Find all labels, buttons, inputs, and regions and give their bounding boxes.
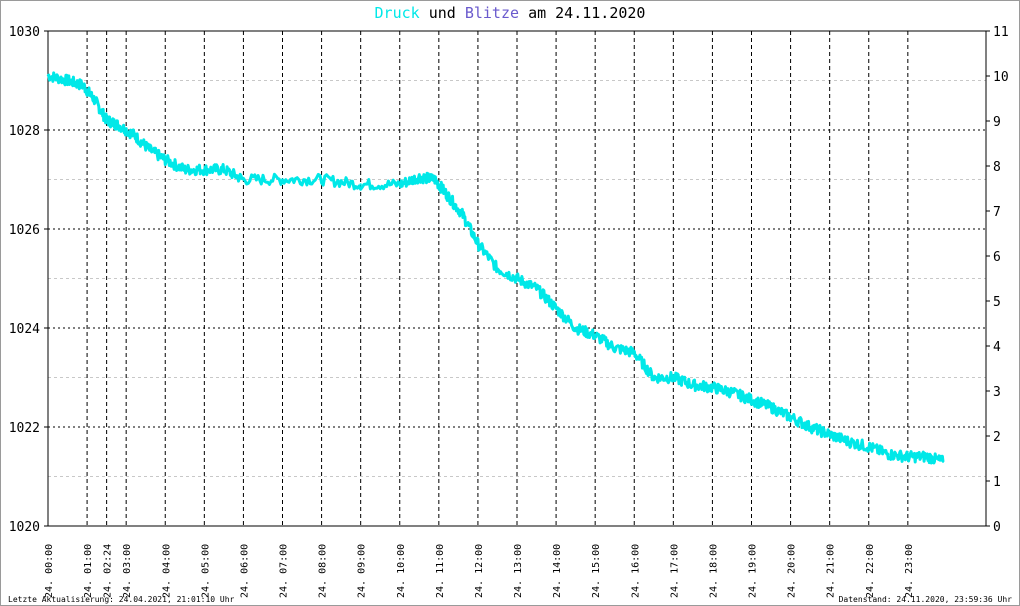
y-left-tick-label: 1026 [9, 223, 40, 238]
x-tick-label: 24. 04:00 [161, 544, 172, 598]
data-point-druck [359, 183, 362, 186]
x-tick-label: 24. 11:00 [435, 544, 446, 598]
title-date: am 24.11.2020 [528, 4, 646, 22]
data-point-druck [148, 148, 151, 151]
y-right-tick-label: 9 [993, 115, 1001, 130]
y-right-tick-label: 3 [993, 385, 1001, 400]
data-point-druck [496, 267, 499, 270]
data-point-druck [105, 118, 108, 122]
y-left-tick-label: 1022 [9, 421, 40, 436]
data-point-druck [867, 445, 870, 448]
plot-border [47, 30, 987, 527]
y-left-tick-label: 1030 [9, 25, 40, 40]
y-left-tick-label: 1024 [9, 322, 40, 337]
data-point-druck [461, 212, 464, 216]
x-tick-label: 24. 12:00 [474, 544, 485, 598]
title-und: und [428, 4, 456, 22]
data-point-druck [418, 175, 421, 179]
y-right-tick-label: 8 [993, 160, 1001, 175]
y-right-tick-label: 10 [993, 70, 1009, 85]
data-point-druck [164, 158, 167, 161]
y-right-tick-label: 6 [993, 250, 1001, 265]
y-right-tick-label: 11 [993, 25, 1009, 40]
x-tick-label: 24. 02:24 [103, 544, 114, 598]
data-point-druck [574, 326, 577, 330]
x-tick-label: 24. 06:00 [239, 544, 250, 598]
data-point-druck [652, 376, 655, 379]
data-point-druck [711, 386, 714, 389]
data-point-druck [320, 178, 323, 181]
data-point-druck [132, 133, 136, 137]
data-point-druck [445, 193, 448, 196]
y-right-tick-label: 4 [993, 340, 1001, 355]
data-point-druck [769, 406, 773, 409]
title-druck: Druck [374, 4, 420, 22]
x-tick-label: 24. 10:00 [396, 544, 407, 598]
x-tick-label: 24. 09:00 [357, 544, 368, 598]
data-point-druck [848, 440, 851, 444]
x-tick-label: 24. 01:00 [83, 544, 94, 598]
data-point-druck [593, 334, 597, 337]
data-point-druck [750, 398, 753, 401]
y-right-tick-label: 2 [993, 430, 1001, 445]
data-point-druck [828, 433, 831, 436]
data-point-druck [66, 79, 69, 82]
data-point-druck [887, 453, 890, 456]
data-point-druck [81, 84, 85, 87]
data-point-druck [633, 351, 636, 354]
x-tick-label: 24. 13:00 [513, 544, 524, 598]
data-point-druck [281, 178, 284, 181]
x-tick-label: 24. 19:00 [748, 544, 759, 598]
data-point-druck [941, 460, 945, 463]
data-point-druck [906, 455, 910, 458]
data-point-druck [203, 168, 206, 171]
x-tick-label: 24. 00:00 [44, 544, 55, 598]
data-point-druck [222, 168, 226, 171]
title-blitze: Blitze [464, 4, 520, 22]
data-point-druck [672, 376, 675, 379]
x-tick-label: 24. 16:00 [630, 544, 641, 598]
x-tick-label: 24. 07:00 [279, 544, 290, 598]
data-point-druck [613, 346, 616, 349]
data-point-druck [433, 178, 437, 181]
footer-data-status: Datenstand: 24.11.2020, 23:59:36 Uhr [838, 595, 1012, 604]
data-point-druck [730, 391, 734, 394]
data-point-druck [183, 168, 186, 171]
x-tick-label: 24. 23:00 [904, 544, 915, 598]
data-point-druck [535, 287, 538, 290]
y-right-tick-label: 1 [993, 475, 1001, 490]
x-tick-label: 24. 17:00 [669, 544, 680, 598]
footer-last-update: Letzte Aktualisierung: 24.04.2021, 21:01… [8, 595, 235, 604]
x-tick-label: 24. 20:00 [787, 544, 798, 598]
x-tick-label: 24. 08:00 [318, 544, 329, 598]
series-line-druck [47, 71, 945, 465]
x-tick-label: 24. 22:00 [865, 544, 876, 598]
data-point-druck [398, 183, 401, 186]
chart-title: Druck und Blitze am 24.11.2020 [0, 4, 1020, 22]
x-tick-label: 24. 14:00 [552, 544, 563, 598]
x-tick-label: 24. 18:00 [708, 544, 719, 598]
y-left-tick-label: 1020 [9, 520, 40, 535]
y-right-tick-label: 7 [993, 205, 1001, 220]
data-point-druck [515, 277, 519, 280]
data-point-druck [242, 178, 245, 181]
data-point-druck [117, 123, 120, 127]
x-tick-label: 24. 05:00 [200, 544, 211, 598]
y-left-tick-label: 1028 [9, 124, 40, 139]
data-point-druck [554, 307, 558, 310]
x-tick-label: 24. 21:00 [826, 544, 837, 598]
data-point-druck [476, 242, 480, 246]
y-right-tick-label: 0 [993, 520, 1001, 535]
data-point-druck [926, 455, 929, 458]
data-point-druck [789, 415, 792, 419]
data-point-druck [691, 383, 695, 387]
x-tick-label: 24. 03:00 [122, 544, 133, 598]
y-right-tick-label: 5 [993, 295, 1001, 310]
x-tick-label: 24. 15:00 [591, 544, 602, 598]
data-point-druck [46, 74, 50, 77]
data-point-druck [93, 99, 97, 102]
data-point-druck [808, 425, 812, 429]
